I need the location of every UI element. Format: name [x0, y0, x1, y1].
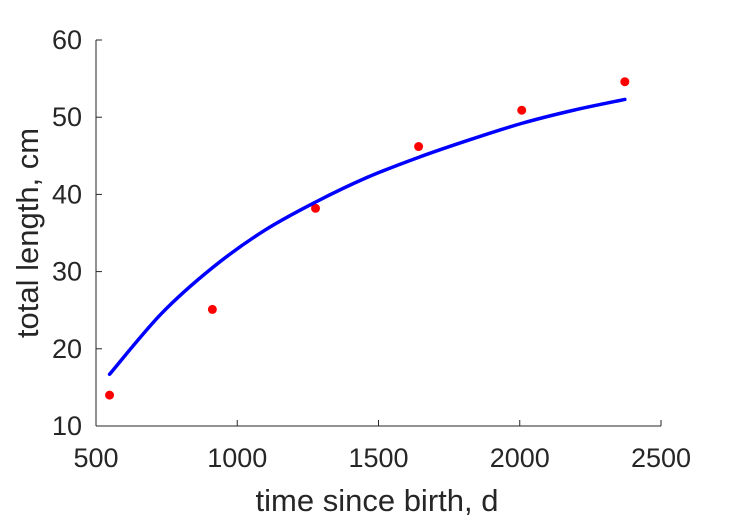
y-tick-label: 30	[52, 257, 82, 287]
x-tick-label: 500	[73, 443, 118, 473]
y-tick-label: 10	[52, 411, 82, 441]
y-tick-label: 50	[52, 102, 82, 132]
data-point	[414, 142, 424, 152]
x-axis-label: time since birth, d	[256, 483, 499, 518]
y-tick-label: 20	[52, 334, 82, 364]
data-point	[311, 203, 321, 213]
x-tick-label: 1000	[207, 443, 267, 473]
y-axis-label: total length, cm	[10, 128, 45, 338]
x-tick-label: 2000	[490, 443, 550, 473]
fit-curve	[107, 97, 627, 377]
y-tick-label: 40	[52, 179, 82, 209]
data-point	[207, 304, 217, 314]
axes	[95, 39, 662, 427]
x-tick-label: 2500	[631, 443, 691, 473]
data-point	[620, 77, 630, 87]
data-point	[105, 390, 115, 400]
y-tick-label: 60	[52, 25, 82, 55]
tick-labels: 500 1000 1500 2000 2500 10 20 30 40 50 60	[52, 25, 691, 473]
plot-area	[105, 77, 630, 400]
data-point	[517, 105, 527, 115]
x-tick-label: 1500	[348, 443, 408, 473]
